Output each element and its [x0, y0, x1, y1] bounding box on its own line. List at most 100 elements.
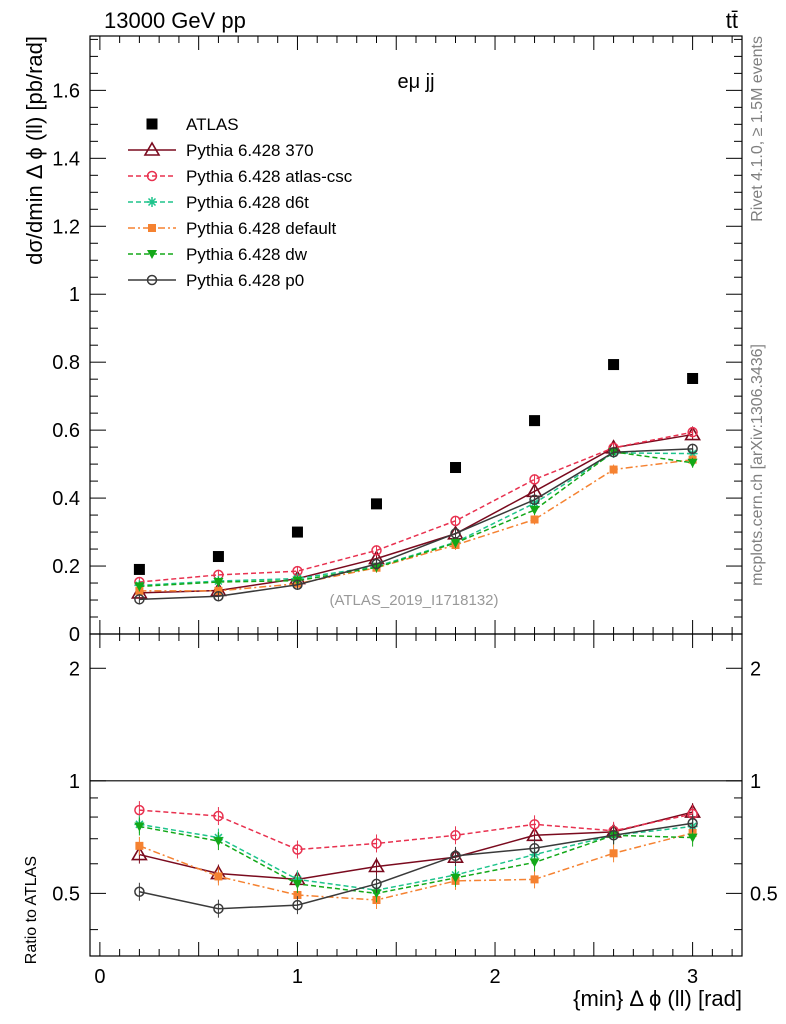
series-ratio-line — [139, 811, 693, 881]
header-left: 13000 GeV pp — [104, 8, 246, 33]
y-axis-title: dσ/dmin Δ ϕ (ll) [pb/rad] — [22, 36, 47, 265]
ratio-point — [371, 878, 382, 890]
y-tick-label: 0 — [69, 624, 80, 646]
series-point — [609, 465, 618, 474]
legend-marker — [146, 170, 158, 182]
header-right: tt̄ — [726, 8, 738, 33]
y-tick-label: 0.2 — [52, 556, 80, 578]
series-ratio-line — [139, 823, 693, 891]
legend-label: Pythia 6.428 atlas-csc — [186, 167, 353, 186]
series-point — [530, 515, 539, 524]
y-tick-label: 1.4 — [52, 148, 80, 170]
legend-marker — [146, 274, 158, 286]
legend-marker — [148, 224, 156, 232]
ratio-point — [530, 875, 539, 884]
legend-marker — [147, 250, 157, 259]
legend-marker — [143, 141, 161, 156]
plot-title: eμ jj — [397, 71, 434, 93]
ratio-point — [135, 841, 144, 850]
series-layer — [131, 425, 701, 918]
series-4 — [134, 446, 698, 903]
ratio-point — [134, 804, 145, 816]
series-point — [134, 594, 145, 605]
series-line — [139, 448, 693, 601]
legend-label-atlas: ATLAS — [186, 115, 239, 134]
ratio-point — [687, 818, 698, 829]
ratio-point — [131, 845, 148, 861]
ratio-point — [371, 889, 382, 899]
series-point — [529, 474, 540, 485]
ratio-point — [214, 872, 223, 881]
ratio-point — [371, 838, 382, 849]
ratio-point — [529, 858, 540, 868]
series-0 — [131, 425, 701, 889]
series-point — [687, 443, 698, 455]
series-point — [292, 579, 303, 590]
atlas-data-point — [370, 498, 382, 510]
ratio-point — [292, 899, 303, 911]
series-point — [529, 494, 540, 506]
ratio-point — [213, 810, 224, 822]
ratio-tick-label-right: 2 — [750, 658, 761, 680]
ratio-point — [213, 903, 224, 914]
ratio-point — [529, 819, 540, 830]
series-point — [450, 515, 461, 527]
legend-label: Pythia 6.428 dw — [186, 245, 308, 264]
series-point — [450, 538, 461, 548]
atlas-data-point — [687, 372, 699, 384]
y-tick-label: 0.8 — [52, 352, 80, 374]
ratio-axis-title: Ratio to ATLAS — [23, 856, 40, 964]
series-point — [687, 426, 698, 438]
legend-label: Pythia 6.428 370 — [186, 141, 314, 160]
series-point — [213, 591, 224, 602]
x-tick-label: 2 — [489, 966, 500, 988]
legend-label: Pythia 6.428 d6t — [186, 193, 309, 212]
ratio-point — [368, 857, 385, 873]
series-5 — [134, 443, 698, 918]
x-tick-label: 3 — [687, 966, 698, 988]
legend-marker-atlas — [146, 118, 158, 130]
series-line — [139, 452, 693, 587]
ratio-point — [608, 830, 619, 841]
series-ratio-line — [139, 825, 693, 895]
legend: ATLAS Pythia 6.428 370 Pythia 6.428 atlas-… — [128, 115, 353, 290]
series-line — [139, 433, 693, 594]
ratio-tick-label-right: 0.5 — [750, 883, 778, 905]
series-point — [134, 582, 145, 592]
atlas-data-point — [291, 526, 303, 538]
legend-marker — [147, 197, 157, 207]
y-tick-label: 1 — [69, 284, 80, 306]
ratio-point — [687, 833, 698, 843]
atlas-data-point — [133, 563, 145, 575]
mcplots-label: mcplots.cern.ch [arXiv:1306.3436] — [749, 344, 766, 586]
ratio-point — [134, 886, 145, 898]
ratio-frame — [89, 633, 743, 957]
ratio-point — [450, 873, 461, 883]
legend-label: Pythia 6.428 p0 — [186, 271, 304, 290]
atlas-data-layer — [133, 359, 699, 575]
series-point — [213, 578, 224, 588]
series-ratio-line — [139, 822, 693, 910]
series-1 — [134, 426, 698, 859]
ratio-tick-label: 1 — [69, 771, 80, 793]
ratio-point — [450, 830, 461, 841]
x-axis-title: {min} Δ ϕ (ll) [rad] — [573, 986, 742, 1011]
ratio-point — [609, 849, 618, 858]
series-line — [139, 451, 693, 588]
series-point — [687, 458, 698, 468]
series-line — [139, 458, 693, 592]
x-tick-label: 0 — [94, 966, 105, 988]
rivet-label: Rivet 4.1.0, ≥ 1.5M events — [749, 36, 766, 222]
axis-tick-labels: 0 1 2 3 0 0.2 0.4 0.6 0.8 1 1.2 1.4 1.6 0.5 0.5 1 1 2 2 — [52, 80, 778, 988]
atlas-data-point — [529, 415, 541, 427]
ratio-point — [450, 850, 461, 862]
ratio-point — [292, 879, 303, 889]
x-tick-label: 1 — [292, 966, 303, 988]
ratio-point — [134, 822, 145, 832]
y-tick-label: 1.6 — [52, 80, 80, 102]
ratio-point — [293, 891, 302, 900]
series-point — [371, 558, 382, 570]
ratio-point — [213, 837, 224, 847]
series-point — [608, 446, 619, 458]
